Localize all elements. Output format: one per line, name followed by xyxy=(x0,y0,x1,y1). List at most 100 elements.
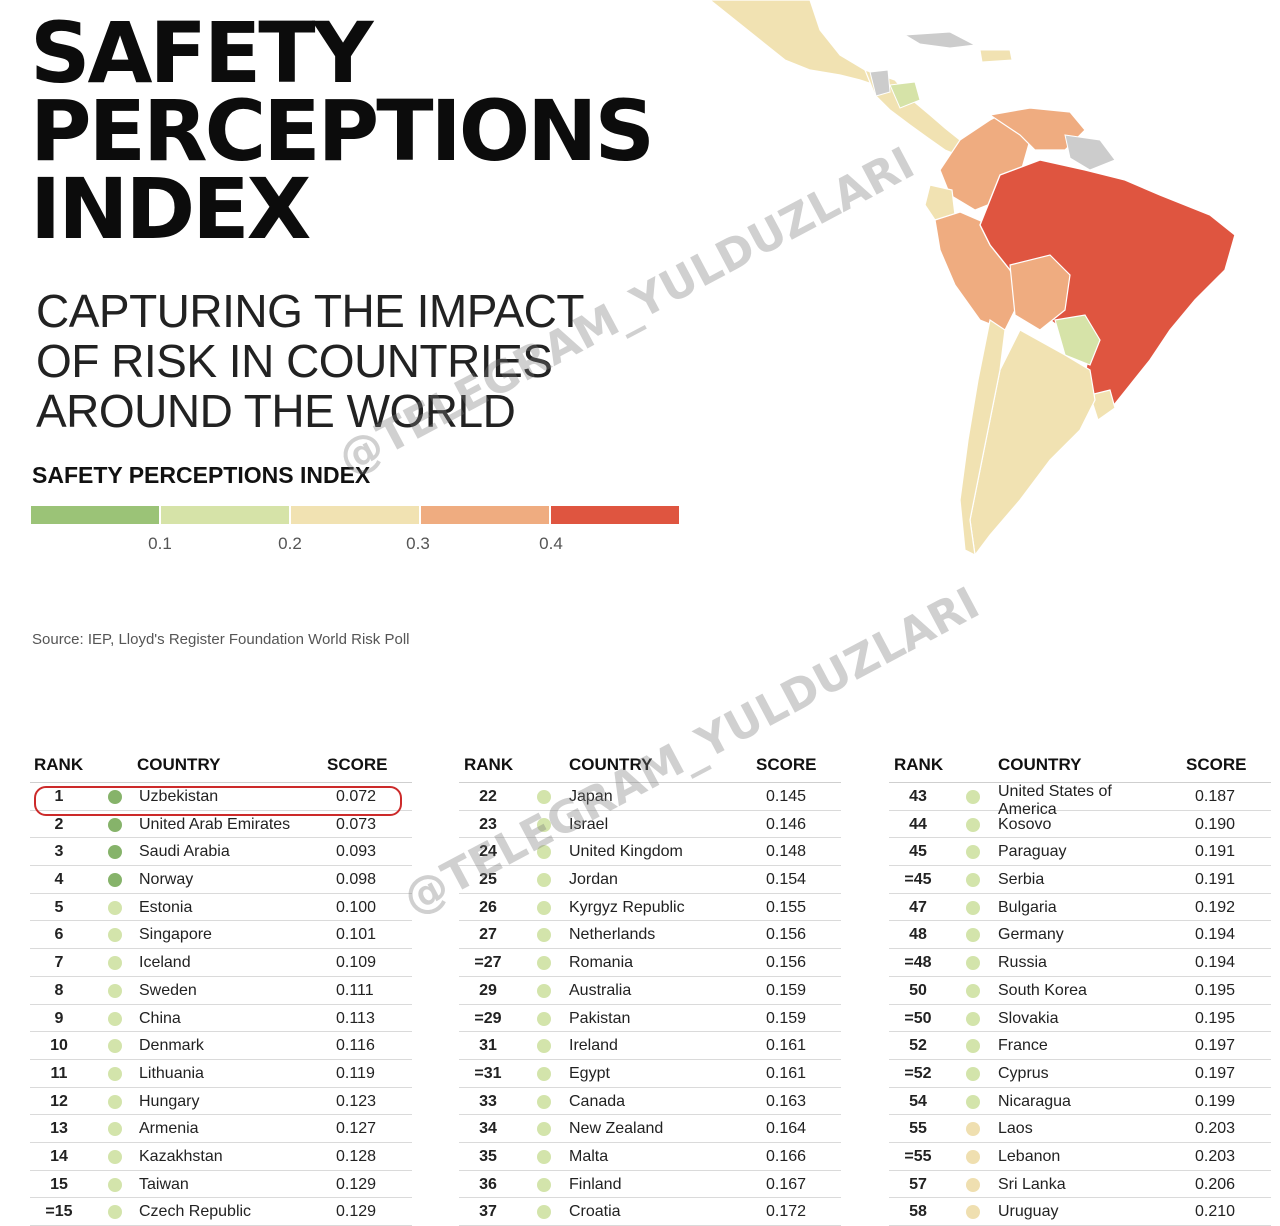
table-row: 1 Uzbekistan 0.072 xyxy=(30,783,412,811)
score-dot-icon xyxy=(108,956,122,971)
score-cell: 0.190 xyxy=(1195,815,1236,833)
score-cell: 0.154 xyxy=(766,871,807,889)
rank-cell: 50 xyxy=(909,981,927,999)
map-guatemala xyxy=(869,69,891,97)
score-cell: 0.187 xyxy=(1195,788,1236,805)
country-cell: Armenia xyxy=(139,1120,199,1138)
rank-cell: 44 xyxy=(909,815,927,833)
score-cell: 0.123 xyxy=(336,1092,377,1110)
country-cell: Hungary xyxy=(139,1092,200,1110)
table-row: 43 United States of America 0.187 xyxy=(889,783,1271,818)
rank-cell: 13 xyxy=(50,1120,68,1138)
score-dot-icon xyxy=(537,817,551,832)
rank-cell: =55 xyxy=(904,1147,932,1165)
legend-color-segment xyxy=(31,506,159,524)
score-cell: 0.192 xyxy=(1195,898,1236,916)
table-row: 11 Lithuania 0.119 xyxy=(30,1060,412,1088)
country-cell: Singapore xyxy=(139,926,212,944)
table-row: 24 United Kingdom 0.148 xyxy=(459,838,841,867)
score-cell: 0.113 xyxy=(336,1009,375,1027)
country-cell: Ireland xyxy=(569,1037,618,1055)
score-dot-icon xyxy=(537,790,551,804)
legend-color-scale xyxy=(31,506,679,524)
rank-cell: 12 xyxy=(50,1092,68,1110)
score-cell: 0.206 xyxy=(1195,1175,1236,1193)
rank-cell: 57 xyxy=(909,1175,927,1193)
legend-tick: 0.4 xyxy=(539,534,563,553)
map-guyanas xyxy=(1064,134,1116,171)
score-cell: 0.164 xyxy=(766,1120,807,1138)
table-row: 4 Norway 0.098 xyxy=(30,866,412,894)
country-cell: Uruguay xyxy=(998,1203,1059,1221)
table-row: 33 Canada 0.163 xyxy=(459,1088,841,1116)
table-row: 34 New Zealand 0.164 xyxy=(459,1115,841,1143)
ranking-table-1: RANK COUNTRY SCORE 1 Uzbekistan 0.072 2 Unit… xyxy=(30,752,412,1226)
score-cell: 0.197 xyxy=(1195,1064,1236,1082)
score-dot-icon xyxy=(966,956,980,971)
country-cell: Lithuania xyxy=(139,1064,204,1082)
rank-cell: 58 xyxy=(909,1203,927,1221)
country-cell: Romania xyxy=(569,954,634,972)
score-cell: 0.073 xyxy=(336,815,377,833)
table-row: =55 Lebanon 0.203 xyxy=(889,1143,1271,1171)
score-cell: 0.167 xyxy=(766,1175,807,1193)
map-bolivia xyxy=(1009,254,1071,331)
rank-cell: =31 xyxy=(474,1064,502,1082)
score-dot-icon xyxy=(966,928,980,943)
table-row: 58 Uruguay 0.210 xyxy=(889,1198,1271,1226)
table-row: 23 Israel 0.146 xyxy=(459,811,841,839)
table-row: 26 Kyrgyz Republic 0.155 xyxy=(459,894,841,922)
rank-cell: =27 xyxy=(474,954,502,972)
table-row: 54 Nicaragua 0.199 xyxy=(889,1088,1271,1116)
rank-cell: 43 xyxy=(909,788,927,805)
country-cell: Uzbekistan xyxy=(139,788,219,805)
score-header: SCORE xyxy=(756,755,817,774)
country-cell: Nicaragua xyxy=(998,1092,1071,1110)
score-dot-icon xyxy=(108,1177,122,1192)
score-cell: 0.191 xyxy=(1195,843,1236,861)
score-dot-icon xyxy=(537,1039,551,1054)
country-header: COUNTRY xyxy=(998,755,1082,774)
table-row: 50 South Korea 0.195 xyxy=(889,977,1271,1005)
score-cell: 0.159 xyxy=(766,981,807,999)
table-row: 57 Sri Lanka 0.206 xyxy=(889,1171,1271,1199)
country-cell: Paraguay xyxy=(998,843,1067,861)
score-dot-icon xyxy=(108,790,122,804)
country-header: COUNTRY xyxy=(569,755,653,774)
score-dot-icon xyxy=(108,1011,122,1026)
score-cell: 0.161 xyxy=(766,1064,807,1082)
score-dot-icon xyxy=(537,983,551,998)
country-cell: Sweden xyxy=(139,981,197,999)
table-row: 14 Kazakhstan 0.128 xyxy=(30,1143,412,1171)
ranking-table-3: RANK COUNTRY SCORE 43 United States of Am… xyxy=(889,752,1271,1226)
country-cell: Australia xyxy=(569,981,632,999)
table-row: 9 China 0.113 xyxy=(30,1005,412,1033)
top-rank-highlight xyxy=(34,786,402,816)
table-row: =29 Pakistan 0.159 xyxy=(459,1005,841,1033)
table-row: =27 Romania 0.156 xyxy=(459,949,841,977)
country-cell: Kazakhstan xyxy=(139,1147,223,1165)
subtitle-line-1: CAPTURING THE IMPACT xyxy=(36,285,585,337)
country-cell: China xyxy=(139,1009,181,1027)
rank-cell: 27 xyxy=(479,926,497,944)
title-line-2: PERCEPTIONS xyxy=(30,82,655,180)
score-dot-icon xyxy=(966,1011,980,1026)
legend-title: SAFETY PERCEPTIONS INDEX xyxy=(32,462,371,488)
rank-cell: 25 xyxy=(479,871,497,889)
legend-color-segment xyxy=(421,506,549,524)
legend-color-segment xyxy=(161,506,289,524)
score-cell: 0.100 xyxy=(336,898,377,916)
score-cell: 0.111 xyxy=(336,981,374,999)
rank-cell: 47 xyxy=(909,898,927,916)
score-dot-icon xyxy=(108,1122,122,1137)
table-row: 10 Denmark 0.116 xyxy=(30,1032,412,1060)
score-dot-icon xyxy=(537,845,551,860)
score-cell: 0.197 xyxy=(1195,1037,1236,1055)
rank-cell: 31 xyxy=(479,1037,497,1055)
table-row: 25 Jordan 0.154 xyxy=(459,866,841,894)
table-row: 52 France 0.197 xyxy=(889,1032,1271,1060)
score-cell: 0.166 xyxy=(766,1147,807,1165)
score-dot-icon xyxy=(966,817,980,832)
subtitle-line-3: AROUND THE WORLD xyxy=(36,385,516,437)
score-dot-icon xyxy=(537,1205,551,1220)
